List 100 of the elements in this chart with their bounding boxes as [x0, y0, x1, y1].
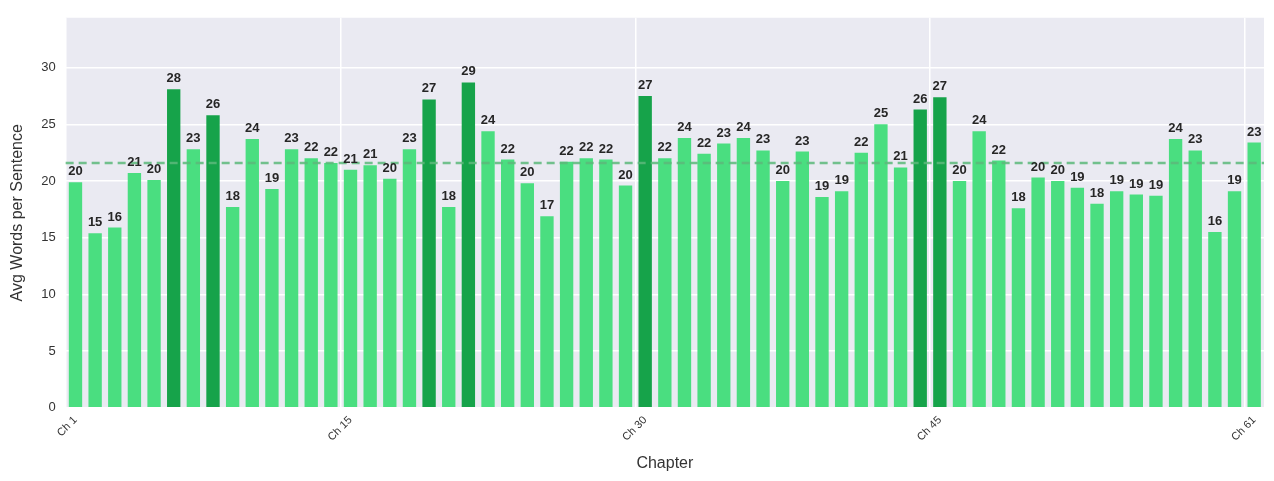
- data-label: 22: [657, 139, 673, 155]
- data-label: 19: [1227, 172, 1242, 188]
- bar: [1208, 232, 1222, 407]
- bar: [500, 159, 515, 407]
- data-label: 23: [795, 132, 810, 148]
- x-tick-label: Ch 1: [54, 413, 80, 439]
- data-label: 24: [971, 112, 988, 128]
- bar: [952, 181, 967, 407]
- data-label: 21: [127, 154, 142, 170]
- bar: [167, 89, 181, 407]
- data-label: 23: [402, 130, 417, 146]
- data-label: 22: [500, 140, 515, 156]
- bar: [756, 150, 770, 407]
- bar: [874, 124, 888, 407]
- data-label: 20: [618, 166, 633, 182]
- bar: [147, 179, 161, 407]
- data-label: 22: [696, 134, 712, 150]
- bar: [559, 161, 574, 407]
- data-label: 23: [716, 124, 731, 140]
- data-label: 20: [520, 164, 535, 180]
- data-label: 20: [1050, 162, 1065, 178]
- bar: [1070, 187, 1085, 407]
- data-label: 24: [1168, 120, 1184, 136]
- data-label: 26: [205, 96, 221, 112]
- x-tick-label: Ch 45: [914, 413, 944, 443]
- bar: [933, 97, 947, 407]
- data-label: 22: [598, 140, 614, 156]
- data-label: 27: [932, 78, 948, 94]
- bar: [618, 185, 633, 407]
- data-label: 20: [68, 163, 83, 179]
- y-tick-label: 5: [48, 342, 56, 358]
- data-label: 20: [1030, 158, 1046, 174]
- bar: [186, 149, 201, 407]
- data-label: 22: [323, 143, 339, 159]
- x-axis-title: Chapter: [636, 453, 694, 471]
- x-tick-label: Ch 61: [1228, 413, 1258, 443]
- data-label: 23: [284, 130, 299, 146]
- bar: [1109, 191, 1124, 407]
- bar: [265, 188, 279, 407]
- data-label: 22: [303, 139, 319, 155]
- bar: [127, 173, 142, 407]
- bar: [363, 165, 377, 407]
- x-tick-label: Ch 15: [324, 413, 355, 443]
- bar: [717, 143, 731, 407]
- y-tick-label: 0: [48, 399, 56, 415]
- data-label: 19: [834, 172, 849, 188]
- data-label: 24: [677, 119, 693, 135]
- y-tick-label: 15: [41, 229, 56, 245]
- data-label: 20: [146, 160, 162, 176]
- data-label: 18: [1011, 189, 1026, 205]
- bar: [1090, 203, 1104, 407]
- bar: [893, 167, 908, 407]
- bar: [324, 162, 338, 407]
- bar: [697, 153, 711, 407]
- bar: [343, 169, 358, 407]
- data-label: 24: [245, 120, 261, 136]
- data-label: 16: [107, 208, 123, 224]
- bar: [599, 159, 613, 407]
- bar: [913, 109, 927, 407]
- bar: [638, 96, 652, 407]
- data-label: 23: [1188, 131, 1203, 147]
- bar: [677, 137, 692, 407]
- data-label: 23: [186, 130, 201, 146]
- bar: [402, 149, 417, 407]
- data-label: 27: [421, 80, 437, 96]
- data-label: 17: [539, 197, 555, 213]
- bar: [972, 131, 986, 407]
- data-label: 19: [1109, 172, 1124, 188]
- data-label: 15: [87, 214, 103, 230]
- bar: [1168, 139, 1183, 407]
- data-label: 28: [166, 70, 181, 86]
- bar: [776, 181, 790, 407]
- bar: [815, 196, 829, 407]
- x-tick-label: Ch 30: [619, 413, 649, 443]
- y-axis-title: Avg Words per Sentence: [8, 124, 26, 302]
- y-tick-label: 30: [41, 59, 56, 75]
- bar: [68, 182, 83, 407]
- data-label: 22: [559, 142, 574, 158]
- bar: [854, 152, 868, 407]
- y-tick-label: 25: [41, 115, 56, 131]
- bar: [383, 178, 397, 407]
- data-label: 21: [893, 148, 908, 164]
- data-label: 29: [461, 63, 476, 79]
- bar: [88, 233, 102, 407]
- bar: [834, 191, 849, 407]
- data-label: 19: [1129, 175, 1144, 191]
- data-label: 22: [579, 139, 594, 155]
- bar: [1188, 150, 1202, 407]
- bar: [304, 158, 318, 407]
- data-label: 19: [1070, 168, 1085, 184]
- data-label: 26: [912, 90, 928, 106]
- bar: [1129, 194, 1143, 407]
- data-label: 22: [991, 141, 1007, 157]
- bar: [520, 183, 534, 407]
- data-label: 19: [264, 170, 280, 186]
- data-label: 19: [814, 177, 830, 193]
- data-label: 21: [362, 146, 378, 162]
- bar: [658, 158, 672, 407]
- y-tick-label: 20: [41, 172, 56, 188]
- data-label: 24: [480, 112, 497, 128]
